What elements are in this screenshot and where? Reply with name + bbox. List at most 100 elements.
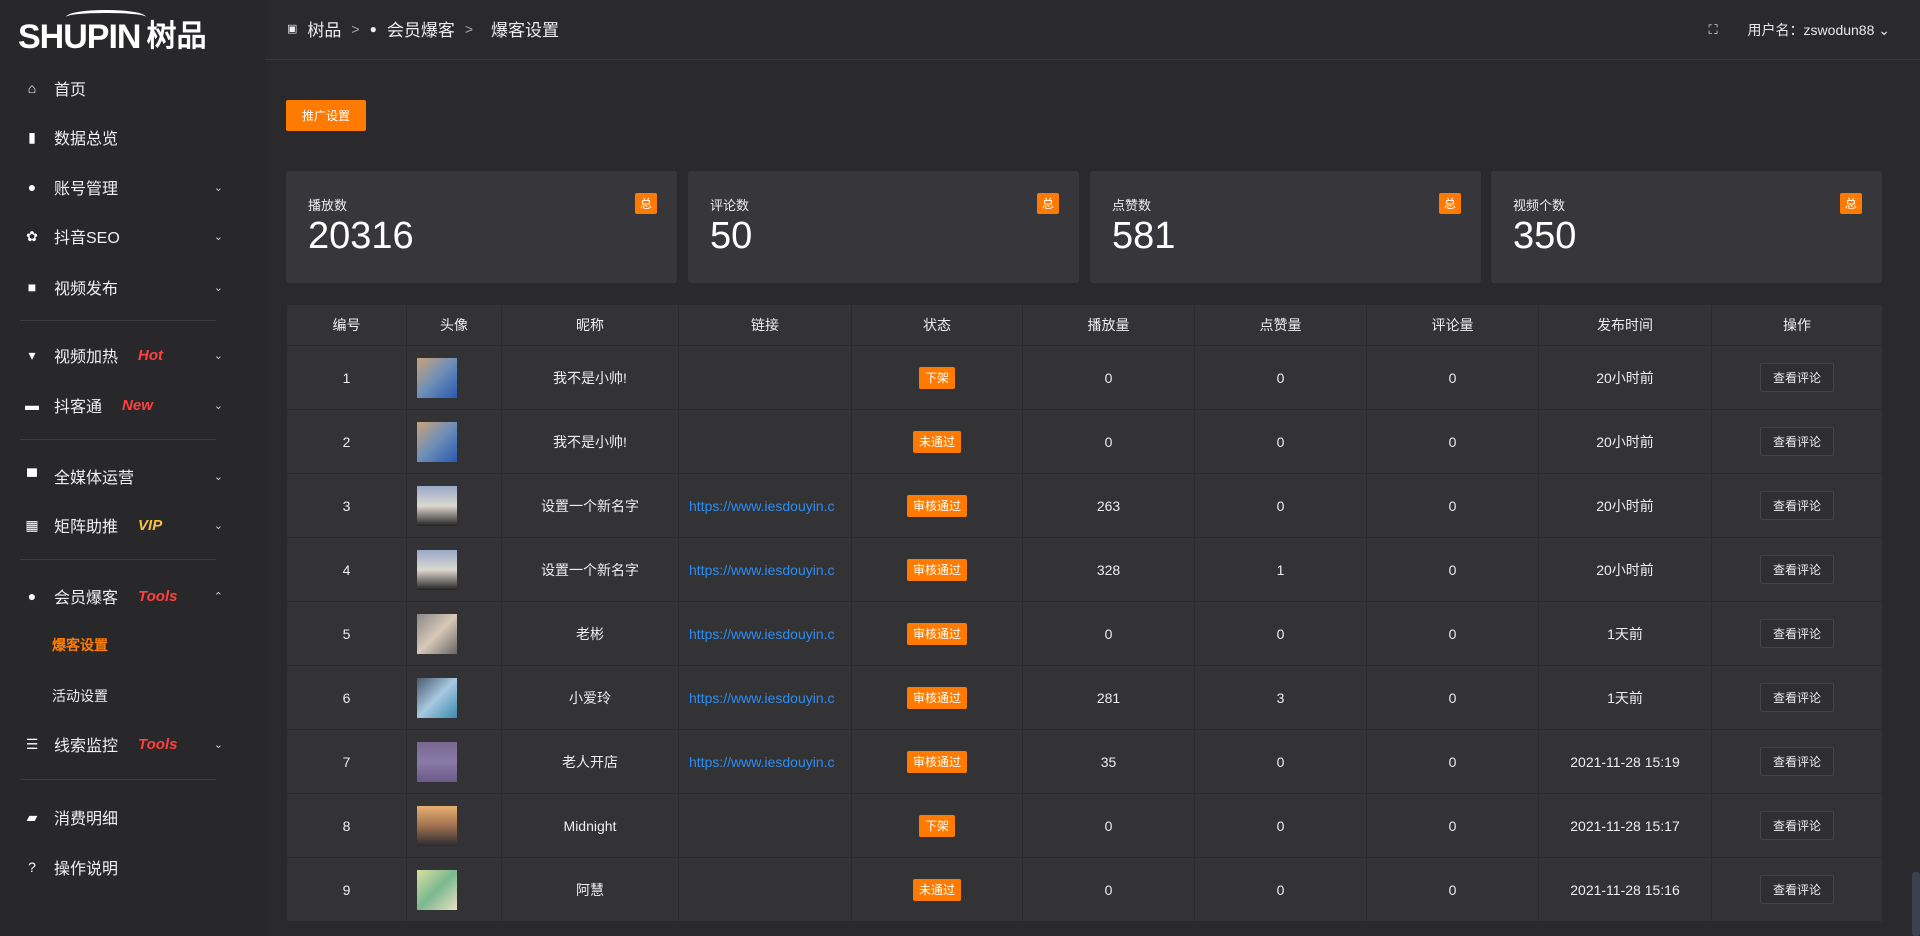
cell-status: 审核通过 bbox=[851, 665, 1023, 730]
logo[interactable]: SHUPIN 树品 bbox=[18, 10, 207, 54]
chevron-down-icon: ⌄ bbox=[213, 519, 223, 532]
status-badge: 审核通过 bbox=[906, 623, 967, 645]
view-comments-button[interactable]: 查看评论 bbox=[1759, 811, 1834, 840]
column-header: 链接 bbox=[678, 304, 852, 346]
view-comments-button[interactable]: 查看评论 bbox=[1759, 619, 1834, 648]
floating-widget[interactable] bbox=[1912, 872, 1920, 936]
cell-time: 2021-11-28 15:16 bbox=[1538, 857, 1712, 922]
cell-likes: 0 bbox=[1194, 793, 1367, 858]
cell-status: 审核通过 bbox=[851, 601, 1023, 666]
sidebar-item-11[interactable]: ▰ 消费明细 bbox=[0, 797, 265, 837]
avatar bbox=[417, 677, 457, 718]
sidebar-subitem-baoke-settings[interactable]: 爆客设置 bbox=[52, 637, 108, 653]
video-link[interactable]: https://www.iesdouyin.c bbox=[689, 561, 835, 578]
video-link[interactable]: https://www.iesdouyin.c bbox=[689, 689, 835, 706]
logo-text-cn: 树品 bbox=[146, 20, 207, 53]
breadcrumb-home-icon: ▣ bbox=[287, 23, 298, 35]
bar-chart-icon: ▮ bbox=[28, 128, 36, 145]
fullscreen-icon[interactable]: ⛶ bbox=[1708, 22, 1718, 37]
cell-likes: 0 bbox=[1194, 473, 1367, 538]
video-link[interactable]: https://www.iesdouyin.c bbox=[689, 625, 835, 642]
cell-time: 20小时前 bbox=[1538, 345, 1712, 410]
cell-action: 查看评论 bbox=[1711, 537, 1883, 602]
view-comments-button[interactable]: 查看评论 bbox=[1759, 875, 1834, 904]
sidebar-subitem-activity-settings[interactable]: 活动设置 bbox=[52, 688, 108, 704]
cell-status: 审核通过 bbox=[851, 729, 1023, 794]
divider bbox=[20, 779, 216, 780]
chevron-down-icon: ⌄ bbox=[213, 181, 223, 194]
stat-card: 播放数 20316 总 bbox=[286, 171, 677, 283]
cell-id: 9 bbox=[286, 857, 407, 922]
cell-plays: 281 bbox=[1022, 665, 1195, 730]
divider bbox=[20, 559, 216, 560]
home-icon: ⌂ bbox=[27, 80, 37, 96]
sidebar-item-7[interactable]: ▀ 全媒体运营 ⌄ bbox=[0, 456, 265, 496]
cell-id: 1 bbox=[286, 345, 407, 410]
cell-avatar bbox=[406, 537, 502, 602]
table-row: 1 我不是小帅! 下架 0 0 0 20小时前 查看评论 bbox=[286, 345, 1883, 410]
status-badge: 审核通过 bbox=[906, 687, 967, 709]
column-header: 编号 bbox=[286, 304, 407, 346]
cell-nickname: 我不是小帅! bbox=[501, 345, 679, 410]
cell-nickname: Midnight bbox=[501, 793, 679, 858]
view-comments-button[interactable]: 查看评论 bbox=[1759, 555, 1834, 584]
sidebar-item-4[interactable]: ■ 视频发布 ⌄ bbox=[0, 267, 265, 307]
cell-nickname: 我不是小帅! bbox=[501, 409, 679, 474]
cell-link: https://www.iesdouyin.c bbox=[678, 601, 852, 666]
user-menu[interactable]: 用户名：zswodun88 ⌄ bbox=[1748, 20, 1890, 40]
cell-link: https://www.iesdouyin.c bbox=[678, 537, 852, 602]
video-link[interactable]: https://www.iesdouyin.c bbox=[689, 497, 835, 514]
table-row: 3 设置一个新名字 https://www.iesdouyin.c 审核通过 2… bbox=[286, 473, 1883, 538]
chevron-up-icon: ⌃ bbox=[213, 590, 223, 603]
cell-id: 8 bbox=[286, 793, 407, 858]
table-row: 2 我不是小帅! 未通过 0 0 0 20小时前 查看评论 bbox=[286, 409, 1883, 474]
sidebar-item-8[interactable]: ▦ 矩阵助推 VIP ⌄ bbox=[0, 505, 265, 545]
sidebar-item-3[interactable]: ✿ 抖音SEO ⌄ bbox=[0, 216, 265, 256]
sidebar-item-6[interactable]: ▬ 抖客通 New ⌄ bbox=[0, 385, 265, 425]
sidebar-item-label: 首页 bbox=[54, 82, 87, 99]
cell-plays: 0 bbox=[1022, 409, 1195, 474]
sidebar-item-label: 全媒体运营 bbox=[54, 470, 135, 487]
cell-action: 查看评论 bbox=[1711, 857, 1883, 922]
monitor-icon: ▀ bbox=[27, 468, 37, 484]
cell-status: 审核通过 bbox=[851, 537, 1023, 602]
stat-label: 点赞数 bbox=[1112, 198, 1152, 213]
view-comments-button[interactable]: 查看评论 bbox=[1759, 363, 1834, 392]
view-comments-button[interactable]: 查看评论 bbox=[1759, 683, 1834, 712]
stat-label: 评论数 bbox=[710, 198, 750, 213]
view-comments-button[interactable]: 查看评论 bbox=[1759, 491, 1834, 520]
view-comments-button[interactable]: 查看评论 bbox=[1759, 747, 1834, 776]
avatar bbox=[417, 613, 457, 654]
sidebar-item-12[interactable]: ? 操作说明 bbox=[0, 847, 265, 887]
cell-link bbox=[678, 793, 852, 858]
sidebar-item-label: 抖客通 bbox=[54, 399, 103, 416]
camera-icon: ■ bbox=[27, 279, 37, 295]
breadcrumb-item[interactable]: 树品 bbox=[307, 21, 342, 40]
chevron-right-icon: > bbox=[464, 20, 474, 37]
cell-action: 查看评论 bbox=[1711, 409, 1883, 474]
sidebar-item-1[interactable]: ▮ 数据总览 bbox=[0, 117, 265, 157]
cell-avatar bbox=[406, 665, 502, 730]
cell-avatar bbox=[406, 729, 502, 794]
sidebar-item-label: 会员爆客 bbox=[54, 590, 119, 607]
video-link[interactable]: https://www.iesdouyin.c bbox=[689, 753, 835, 770]
sidebar-item-10[interactable]: ☰ 线索监控 Tools ⌄ bbox=[0, 724, 265, 764]
table-row: 9 阿慧 未通过 0 0 0 2021-11-28 15:16 查看评论 bbox=[286, 857, 1883, 922]
cell-action: 查看评论 bbox=[1711, 665, 1883, 730]
sidebar-item-5[interactable]: ▾ 视频加热 Hot ⌄ bbox=[0, 335, 265, 375]
stat-badge: 总 bbox=[1036, 193, 1059, 214]
promo-settings-button[interactable]: 推广设置 bbox=[286, 100, 366, 131]
avatar bbox=[417, 357, 457, 398]
divider bbox=[20, 320, 216, 321]
sidebar-item-2[interactable]: ● 账号管理 ⌄ bbox=[0, 167, 265, 207]
sidebar-item-0[interactable]: ⌂ 首页 bbox=[0, 68, 265, 108]
user-icon: ● bbox=[27, 179, 37, 195]
stat-label: 视频个数 bbox=[1513, 198, 1566, 213]
sidebar-item-9[interactable]: ● 会员爆客 Tools ⌃ bbox=[0, 576, 265, 616]
cell-nickname: 设置一个新名字 bbox=[501, 473, 679, 538]
breadcrumb-item[interactable]: 会员爆客 bbox=[386, 21, 455, 40]
cell-id: 2 bbox=[286, 409, 407, 474]
cell-action: 查看评论 bbox=[1711, 473, 1883, 538]
view-comments-button[interactable]: 查看评论 bbox=[1759, 427, 1834, 456]
cell-likes: 3 bbox=[1194, 665, 1367, 730]
